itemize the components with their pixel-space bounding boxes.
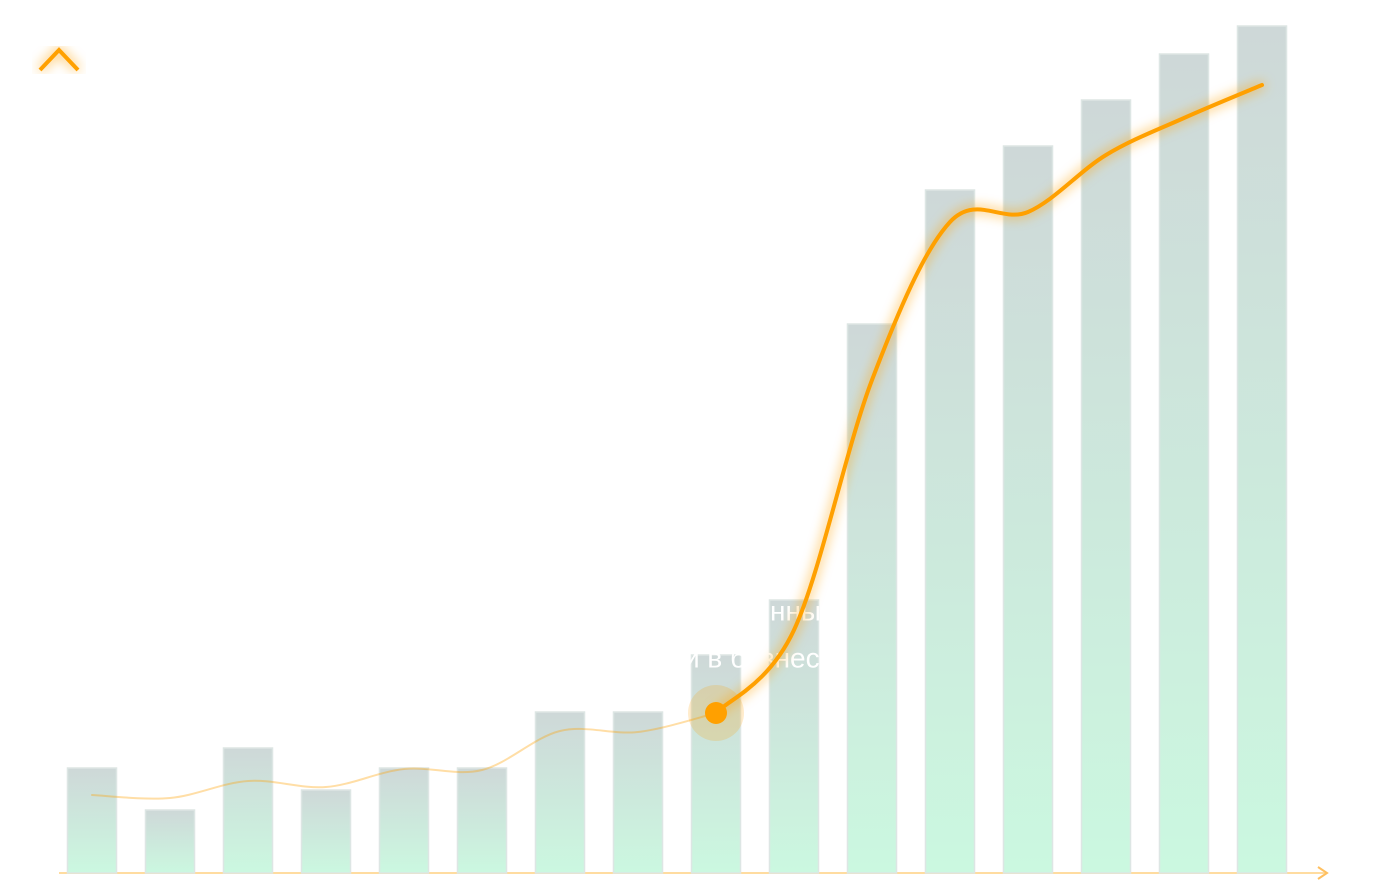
bar [534,711,586,874]
y-axis-arrow [38,47,80,72]
line [714,83,1264,715]
bar [612,711,664,874]
bar [846,323,898,874]
bar [300,789,352,874]
annotation: и в бизнес [684,642,820,673]
bar [768,599,820,874]
bar [690,654,742,874]
bar [1080,99,1132,874]
bar [456,767,508,874]
highlight-point [705,702,727,724]
line [91,712,717,800]
x-axis-arrow [1317,866,1329,880]
lines [91,83,1264,800]
bar [924,189,976,874]
bar [66,767,118,874]
bar [144,809,196,874]
bars [66,25,1288,874]
bar [1236,25,1288,874]
bar [222,747,274,874]
bar [1158,53,1210,874]
bar [378,767,430,874]
bar [1002,145,1054,874]
